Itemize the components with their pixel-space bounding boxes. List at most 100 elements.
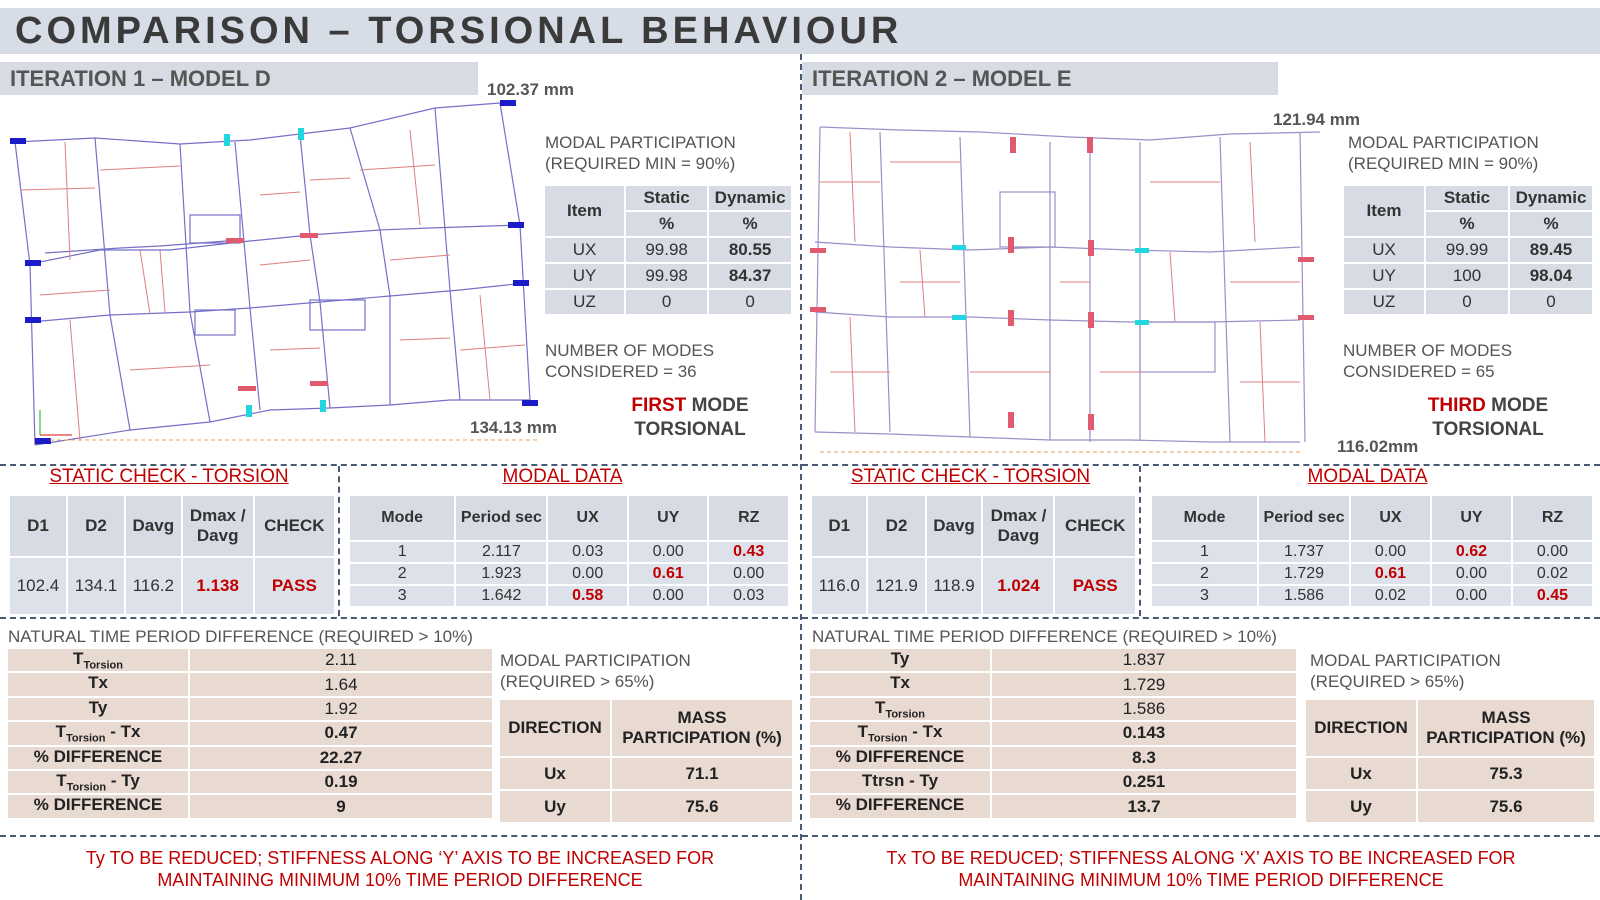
col-d1: D1 — [809, 494, 869, 558]
ntp-label: Ty — [6, 695, 190, 723]
col-dynamic: Dynamic — [707, 184, 793, 212]
mass-heading-left: MODAL PARTICIPATION (REQUIRED > 65%) — [500, 650, 691, 692]
footer-line1: Ty TO BE REDUCED; STIFFNESS ALONG ‘Y’ AX… — [85, 848, 715, 868]
modes-considered-right: NUMBER OF MODES CONSIDERED = 65 — [1343, 340, 1512, 382]
footer-line2: MAINTAINING MINIMUM 10% TIME PERIOD DIFF… — [157, 870, 643, 890]
col-dmax-davg: Dmax / Davg — [981, 494, 1056, 558]
col-dynamic-unit: % — [1508, 210, 1594, 238]
mass-heading-line1: MODAL PARTICIPATION — [1310, 651, 1501, 670]
mp-heading-line1: MODAL PARTICIPATION — [545, 133, 736, 152]
ntp-table-right: Ty 1.837 Tx 1.729 TTorsion 1.586 TTorsion -… — [808, 646, 1298, 820]
ntp-label: TTorsion - Tx — [808, 720, 992, 747]
ntp-label: % DIFFERENCE — [6, 793, 190, 820]
col-item: Item — [542, 184, 627, 238]
col-period: Period sec — [454, 494, 549, 542]
mode-cell: 1 — [347, 540, 457, 564]
dir-cell: Uy — [1304, 789, 1418, 824]
table-row: TTorsion - Tx 0.47 — [6, 720, 494, 747]
ntp-label: Tx — [808, 671, 992, 698]
mode-word: THIRD — [1427, 395, 1486, 416]
item-cell: UY — [1342, 262, 1426, 290]
item-cell: UZ — [1342, 288, 1426, 316]
mode-note-right: THIRD MODE TORSIONAL — [1408, 394, 1568, 442]
col-d2: D2 — [65, 494, 126, 558]
right-sub-divider — [1139, 466, 1141, 616]
dir-cell: Ux — [1304, 756, 1418, 791]
item-cell: UX — [1342, 236, 1426, 264]
dynamic-cell: 0 — [1508, 288, 1594, 316]
rz-cell: 0.03 — [707, 584, 790, 608]
ux-cell: 0.00 — [1349, 540, 1432, 564]
modal-participation-table-right: Item Static Dynamic % % UX 99.99 89.45 U… — [1342, 184, 1594, 316]
ntp-label: Ttrsn - Ty — [808, 768, 992, 796]
divider-2 — [0, 617, 1600, 619]
mp-heading-left: MODAL PARTICIPATION (REQUIRED MIN = 90%) — [545, 132, 736, 174]
ntp-value: 22.27 — [188, 744, 494, 771]
iteration-label-left: ITERATION 1 – MODEL D — [10, 66, 271, 91]
ntp-label: Ty — [808, 646, 992, 674]
col-mode: Mode — [347, 494, 457, 542]
col-direction: DIRECTION — [1304, 698, 1418, 758]
table-row: Ttrsn - Ty 0.251 — [808, 768, 1298, 796]
col-static-unit: % — [1424, 210, 1510, 238]
dim-top-right: 121.94 mm — [1273, 110, 1360, 129]
ntp-label: % DIFFERENCE — [808, 793, 992, 820]
floor-plan-right — [810, 126, 1321, 453]
dim-bottom-left: 134.13 mm — [470, 418, 557, 437]
ntp-label: TTorsion - Ty — [6, 768, 190, 796]
dir-cell: Ux — [498, 756, 612, 791]
col-period: Period sec — [1257, 494, 1351, 542]
static-cell: 0 — [1424, 288, 1510, 316]
d2-value: 121.9 — [866, 556, 927, 616]
period-cell: 2.117 — [454, 540, 549, 564]
static-cell: 99.99 — [1424, 236, 1510, 264]
ntp-label: TTorsion - Tx — [6, 720, 190, 747]
static-check-title-left: STATIC CHECK - TORSION — [49, 466, 289, 487]
mode-cell: 2 — [347, 562, 457, 586]
ntp-value: 0.251 — [990, 768, 1298, 796]
ntp-value: 13.7 — [990, 793, 1298, 820]
rz-cell: 0.43 — [707, 540, 790, 564]
table-row: Ux 75.3 — [1304, 756, 1596, 791]
modes-line2: CONSIDERED = 36 — [545, 362, 697, 381]
left-sub-divider — [338, 466, 340, 616]
mode-note-left: FIRST MODE TORSIONAL — [610, 394, 770, 442]
ntp-value: 9 — [188, 793, 494, 820]
footer-line2: MAINTAINING MINIMUM 10% TIME PERIOD DIFF… — [958, 870, 1444, 890]
ux-cell: 0.61 — [1349, 562, 1432, 586]
table-row: Uy 75.6 — [498, 789, 794, 824]
check-value: PASS — [1053, 556, 1137, 616]
check-value: PASS — [252, 556, 337, 616]
col-mass: MASS PARTICIPATION (%) — [1416, 698, 1596, 758]
table-row: TTorsion - Tx 0.143 — [808, 720, 1298, 747]
footer-note-left: Ty TO BE REDUCED; STIFFNESS ALONG ‘Y’ AX… — [0, 847, 800, 891]
modal-participation-table-left: Item Static Dynamic % % UX 99.98 80.55 U… — [542, 184, 793, 316]
mass-cell: 75.3 — [1416, 756, 1596, 791]
floor-plan-left — [10, 100, 540, 446]
item-cell: UY — [542, 262, 627, 290]
mass-heading-line2: (REQUIRED > 65%) — [500, 672, 655, 691]
iteration-label-right: ITERATION 2 – MODEL E — [812, 66, 1072, 91]
uy-cell: 0.00 — [626, 584, 710, 608]
table-row: 102.4 134.1 116.2 1.138 PASS — [8, 556, 337, 616]
table-row: 116.0 121.9 118.9 1.024 PASS — [809, 556, 1137, 616]
modes-considered-left: NUMBER OF MODES CONSIDERED = 36 — [545, 340, 714, 382]
mode-rest: MODE — [686, 395, 749, 416]
col-static: Static — [1424, 184, 1510, 212]
center-divider — [800, 54, 802, 900]
ntp-title-right: NATURAL TIME PERIOD DIFFERENCE (REQUIRED… — [812, 627, 1277, 646]
table-row: TTorsion - Ty 0.19 — [6, 768, 494, 796]
static-cell: 100 — [1424, 262, 1510, 290]
table-row: % DIFFERENCE 8.3 — [808, 744, 1298, 771]
table-row: TTorsion 1.586 — [808, 695, 1298, 723]
ntp-value: 2.11 — [188, 646, 494, 674]
period-cell: 1.642 — [454, 584, 549, 608]
dim-top-left: 102.37 mm — [487, 80, 574, 99]
table-row: 3 1.642 0.58 0.00 0.03 — [347, 584, 790, 608]
dynamic-cell: 84.37 — [707, 262, 793, 290]
table-row: Uy 75.6 — [1304, 789, 1596, 824]
ntp-label: TTorsion — [6, 646, 190, 674]
mass-table-left: DIRECTION MASS PARTICIPATION (%) Ux 71.1 … — [498, 698, 794, 824]
dynamic-cell: 98.04 — [1508, 262, 1594, 290]
mode-word: FIRST — [631, 395, 687, 416]
